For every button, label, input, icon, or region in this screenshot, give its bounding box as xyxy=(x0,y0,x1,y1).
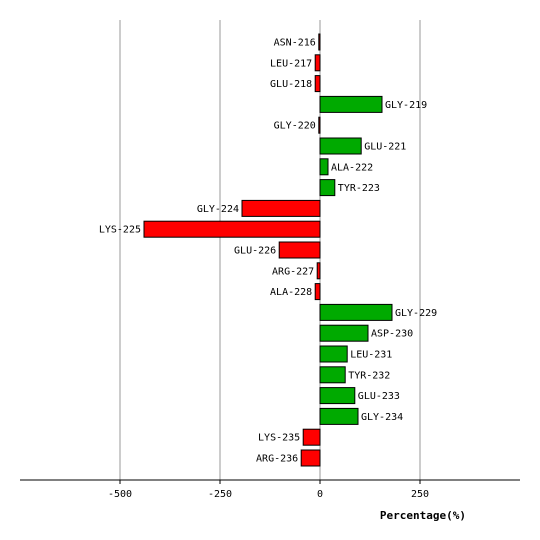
bar-label: GLU-221 xyxy=(364,142,406,153)
bar-label: GLU-233 xyxy=(358,391,400,402)
bar xyxy=(319,407,359,425)
bar-label: ALA-222 xyxy=(331,162,373,173)
bar xyxy=(302,428,321,446)
bar-label: TYR-232 xyxy=(348,370,390,381)
bar xyxy=(318,116,321,134)
bar xyxy=(314,54,321,72)
bar xyxy=(316,262,321,280)
bar-label: LYS-235 xyxy=(258,433,300,444)
bar-label: TYR-223 xyxy=(338,183,380,194)
bar xyxy=(143,220,321,238)
x-tick-label: 0 xyxy=(317,489,323,500)
bar-label: LEU-231 xyxy=(350,350,392,361)
bar-label: LYS-225 xyxy=(99,225,141,236)
bar-label: GLY-229 xyxy=(395,308,437,319)
bar-label: GLU-226 xyxy=(234,246,276,257)
bar xyxy=(319,387,356,405)
bar-label: GLY-219 xyxy=(385,100,427,111)
bar-label: GLY-224 xyxy=(197,204,239,215)
bar xyxy=(319,95,383,113)
bar-label: GLU-218 xyxy=(270,79,312,90)
bar-label: ALA-228 xyxy=(270,287,312,298)
bar-label: ASN-216 xyxy=(274,38,316,49)
x-tick-label: 250 xyxy=(411,489,429,500)
bar xyxy=(319,366,346,384)
bar xyxy=(278,241,321,259)
bar-label: ASP-230 xyxy=(371,329,413,340)
x-axis: -500 -250 0 250 xyxy=(20,479,520,500)
bar xyxy=(314,283,321,301)
bar-label: GLY-220 xyxy=(274,121,316,132)
bar xyxy=(319,303,393,321)
bar-label: ARG-236 xyxy=(256,454,298,465)
bar xyxy=(241,199,321,217)
bar-labels: ASN-216 LEU-217 GLU-218 GLY-219 GLY-220 GLU-2… xyxy=(99,38,437,465)
bar-label: GLY-234 xyxy=(361,412,403,423)
x-tick-label: -500 xyxy=(108,489,132,500)
x-tick-label: -250 xyxy=(208,489,232,500)
bar xyxy=(319,179,336,197)
bar-label: ARG-227 xyxy=(272,266,314,277)
bar xyxy=(319,158,329,176)
bars xyxy=(143,33,393,467)
bar xyxy=(319,324,369,342)
bar-label: LEU-217 xyxy=(270,58,312,69)
bar xyxy=(300,449,321,467)
bar xyxy=(318,33,321,51)
bar xyxy=(314,75,321,93)
bar xyxy=(319,137,362,155)
x-axis-title: Percentage(%) xyxy=(380,509,466,522)
bar xyxy=(319,345,348,363)
